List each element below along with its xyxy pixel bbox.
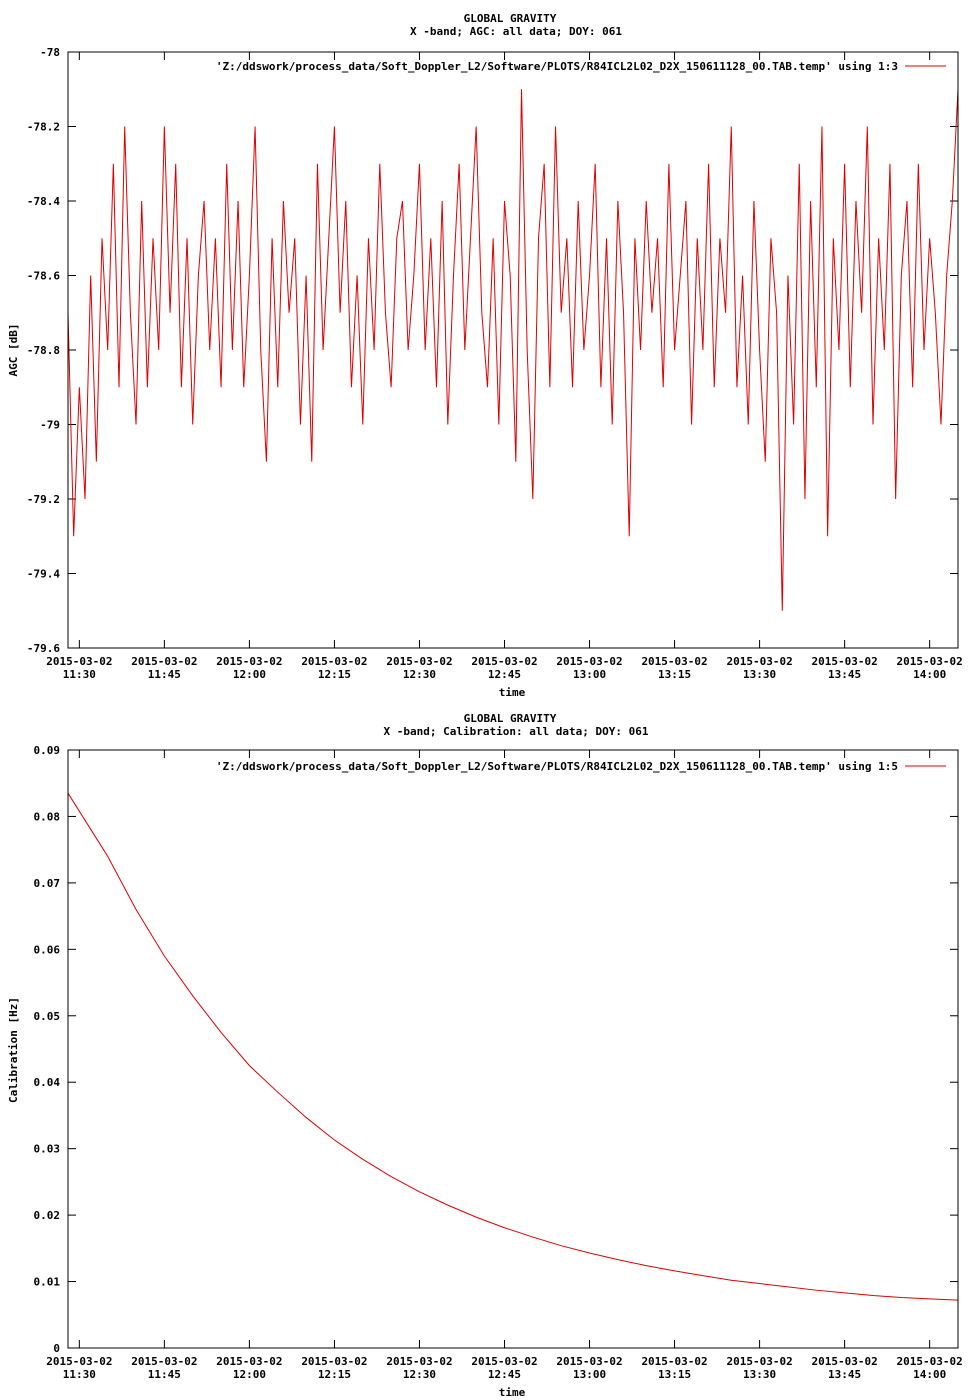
y-tick-label: -79.2 bbox=[27, 493, 60, 506]
legend-text: 'Z:/ddswork/process_data/Soft_Doppler_L2… bbox=[216, 760, 898, 773]
x-tick-time: 13:15 bbox=[658, 1368, 691, 1381]
chart-subtitle: X -band; Calibration: all data; DOY: 061 bbox=[384, 725, 649, 738]
y-tick-label: 0.01 bbox=[34, 1276, 61, 1289]
x-tick-time: 12:00 bbox=[233, 668, 266, 681]
y-tick-label: -79.4 bbox=[27, 568, 60, 581]
y-tick-label: 0.04 bbox=[34, 1076, 61, 1089]
series-group bbox=[67, 89, 959, 611]
x-tick-time: 13:00 bbox=[573, 1368, 606, 1381]
y-tick-label: 0.09 bbox=[34, 744, 61, 757]
y-tick-label: 0 bbox=[53, 1342, 60, 1355]
x-tick-date: 2015-03-02 bbox=[46, 655, 112, 668]
x-tick-time: 11:30 bbox=[63, 1368, 96, 1381]
legend-text: 'Z:/ddswork/process_data/Soft_Doppler_L2… bbox=[216, 60, 898, 73]
x-tick-date: 2015-03-02 bbox=[46, 1355, 112, 1368]
x-tick-time: 12:00 bbox=[233, 1368, 266, 1381]
y-axis-label: Calibration [Hz] bbox=[7, 997, 20, 1103]
x-tick-date: 2015-03-02 bbox=[131, 1355, 197, 1368]
y-tick-label: 0.08 bbox=[34, 810, 61, 823]
chart-title: GLOBAL GRAVITY bbox=[464, 12, 557, 25]
x-tick-time: 12:15 bbox=[318, 1368, 351, 1381]
plot-frame bbox=[67, 51, 959, 649]
y-tick-label: 0.06 bbox=[34, 943, 61, 956]
x-tick-date: 2015-03-02 bbox=[641, 655, 707, 668]
x-tick-time: 11:45 bbox=[148, 668, 181, 681]
chart-subtitle: X -band; AGC: all data; DOY: 061 bbox=[410, 25, 622, 38]
x-tick-date: 2015-03-02 bbox=[556, 655, 622, 668]
x-tick-date: 2015-03-02 bbox=[386, 655, 452, 668]
x-tick-date: 2015-03-02 bbox=[812, 655, 878, 668]
x-tick-time: 13:30 bbox=[743, 1368, 776, 1381]
y-tick-label: -79 bbox=[40, 419, 60, 432]
y-tick-label: -78 bbox=[40, 46, 60, 59]
x-tick-time: 12:45 bbox=[488, 668, 521, 681]
x-tick-date: 2015-03-02 bbox=[131, 655, 197, 668]
x-tick-time: 12:30 bbox=[403, 668, 436, 681]
x-tick-date: 2015-03-02 bbox=[216, 655, 282, 668]
x-tick-date: 2015-03-02 bbox=[897, 1355, 963, 1368]
y-tick-label: -79.6 bbox=[27, 642, 60, 655]
x-tick-time: 13:00 bbox=[573, 668, 606, 681]
x-tick-date: 2015-03-02 bbox=[301, 655, 367, 668]
y-tick-label: 0.07 bbox=[34, 877, 61, 890]
series-group bbox=[67, 792, 959, 1301]
axis-ticks: -78 -78.2 -78.4 -78.6 -78.8 -79 -79.2 -79.4 -79.… bbox=[27, 46, 963, 681]
x-tick-time: 12:45 bbox=[488, 1368, 521, 1381]
x-tick-time: 11:30 bbox=[63, 668, 96, 681]
y-tick-label: -78.8 bbox=[27, 344, 60, 357]
x-tick-time: 13:45 bbox=[828, 668, 861, 681]
x-tick-date: 2015-03-02 bbox=[897, 655, 963, 668]
calibration-chart: GLOBAL GRAVITY X -band; Calibration: all… bbox=[7, 712, 963, 1399]
x-tick-time: 13:30 bbox=[743, 668, 776, 681]
x-axis-label: time bbox=[499, 1386, 526, 1399]
x-tick-date: 2015-03-02 bbox=[471, 655, 537, 668]
series-line bbox=[67, 792, 959, 1301]
series-line bbox=[67, 89, 959, 611]
plot-frame bbox=[67, 749, 959, 1349]
x-tick-date: 2015-03-02 bbox=[641, 1355, 707, 1368]
x-tick-date: 2015-03-02 bbox=[216, 1355, 282, 1368]
x-tick-date: 2015-03-02 bbox=[301, 1355, 367, 1368]
axis-ticks: 0 0.01 0.02 0.03 0.04 0.05 0.06 0.07 0.08 0.09 201… bbox=[34, 744, 963, 1381]
x-tick-date: 2015-03-02 bbox=[471, 1355, 537, 1368]
x-tick-date: 2015-03-02 bbox=[556, 1355, 622, 1368]
x-tick-time: 11:45 bbox=[148, 1368, 181, 1381]
x-tick-time: 12:30 bbox=[403, 1368, 436, 1381]
y-tick-label: 0.02 bbox=[34, 1209, 61, 1222]
x-tick-date: 2015-03-02 bbox=[386, 1355, 452, 1368]
x-tick-time: 13:15 bbox=[658, 668, 691, 681]
x-tick-date: 2015-03-02 bbox=[726, 1355, 792, 1368]
y-tick-label: 0.05 bbox=[34, 1010, 61, 1023]
x-tick-date: 2015-03-02 bbox=[726, 655, 792, 668]
y-axis-label: AGC [dB] bbox=[7, 324, 20, 377]
x-axis-label: time bbox=[499, 686, 526, 699]
chart-title: GLOBAL GRAVITY bbox=[464, 712, 557, 725]
y-tick-label: -78.2 bbox=[27, 121, 60, 134]
x-tick-time: 14:00 bbox=[913, 668, 946, 681]
y-tick-label: 0.03 bbox=[34, 1143, 61, 1156]
x-tick-time: 14:00 bbox=[913, 1368, 946, 1381]
y-tick-label: -78.4 bbox=[27, 195, 60, 208]
x-tick-date: 2015-03-02 bbox=[812, 1355, 878, 1368]
y-tick-label: -78.6 bbox=[27, 270, 60, 283]
x-tick-time: 13:45 bbox=[828, 1368, 861, 1381]
agc-chart: GLOBAL GRAVITY X -band; AGC: all data; D… bbox=[7, 12, 963, 699]
x-tick-time: 12:15 bbox=[318, 668, 351, 681]
